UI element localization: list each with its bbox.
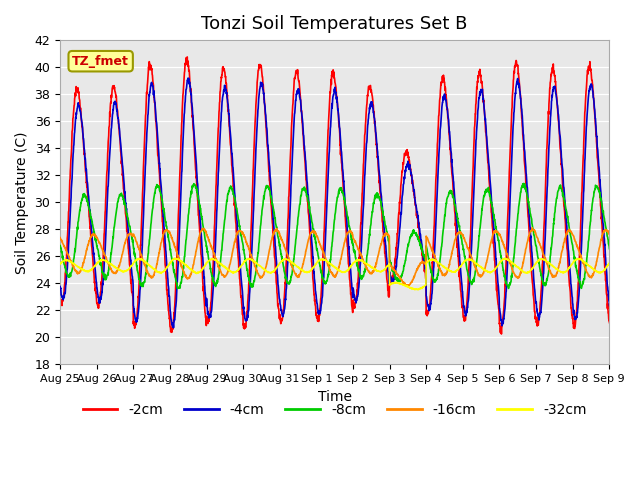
Text: TZ_fmet: TZ_fmet	[72, 55, 129, 68]
Y-axis label: Soil Temperature (C): Soil Temperature (C)	[15, 131, 29, 274]
X-axis label: Time: Time	[317, 390, 351, 404]
Title: Tonzi Soil Temperatures Set B: Tonzi Soil Temperatures Set B	[202, 15, 468, 33]
Legend: -2cm, -4cm, -8cm, -16cm, -32cm: -2cm, -4cm, -8cm, -16cm, -32cm	[77, 397, 592, 422]
